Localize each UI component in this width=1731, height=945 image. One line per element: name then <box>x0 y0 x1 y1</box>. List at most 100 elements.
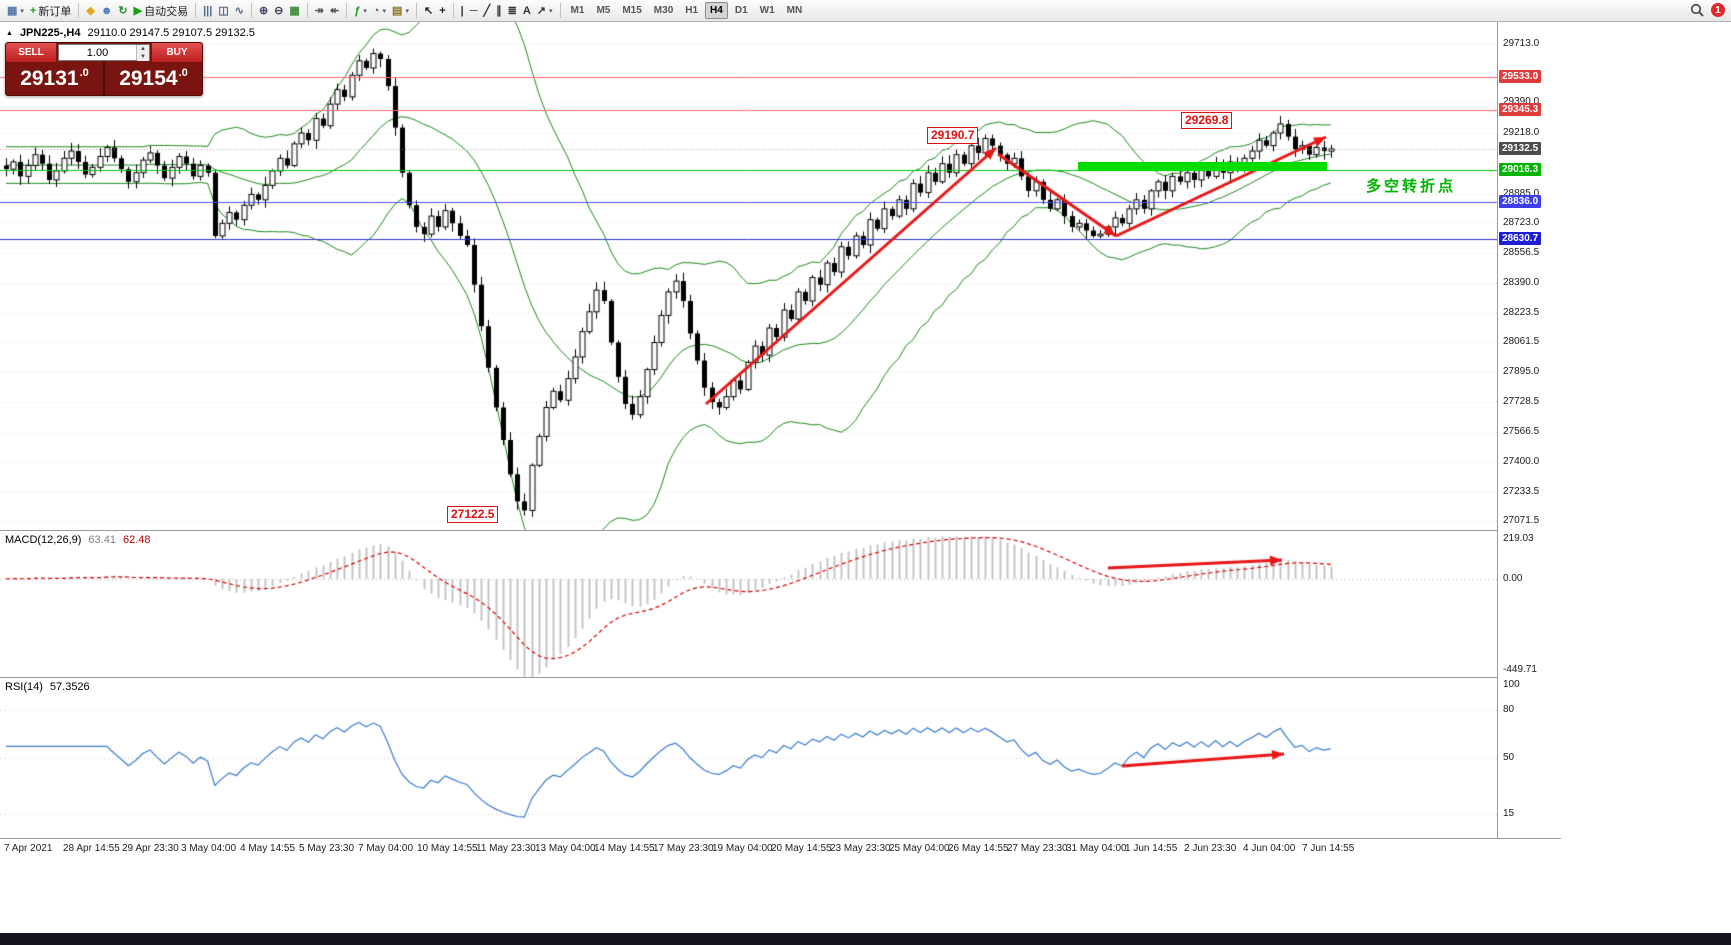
toolbar-separator <box>559 3 561 18</box>
new-chart-icon: ▦ <box>7 4 18 17</box>
buy-button[interactable]: BUY <box>152 43 202 62</box>
timeframe-m30-button[interactable]: M30 <box>653 5 674 16</box>
time-axis-label: 5 May 23:30 <box>299 843 355 854</box>
price-axis-tick: 27233.5 <box>1503 485 1540 497</box>
rsi-indicator-chart[interactable] <box>0 678 1497 838</box>
time-axis-label: 1 Jun 14:55 <box>1125 843 1178 854</box>
panel-separator[interactable] <box>0 530 1561 531</box>
toolbar-right: 1 <box>1690 3 1725 17</box>
price-level-label: 29132.5 <box>1499 141 1542 155</box>
bar-chart-icon: ||| <box>203 4 213 17</box>
horizontal-line-button[interactable]: ─ <box>467 2 481 20</box>
indicators-button[interactable]: ƒ ▾ <box>351 2 370 20</box>
time-axis-label: 7 May 04:00 <box>358 843 414 854</box>
crosshair-button[interactable]: + <box>436 2 448 20</box>
autotrading-button[interactable]: ▶ 自动交易 <box>131 2 191 20</box>
autotrading-icon: ▶ <box>133 4 143 17</box>
new-order-button-label: 新订单 <box>38 5 72 18</box>
indicators-icon: ƒ <box>354 4 361 17</box>
timeframe-m1-button[interactable]: M1 <box>570 5 585 16</box>
price-annotation-label[interactable]: 27122.5 <box>447 506 499 523</box>
chart-shift-button[interactable]: ↞ <box>327 2 342 20</box>
trend-note-label[interactable]: 多空转折点 <box>1366 178 1457 195</box>
horizontal-line-icon: ─ <box>469 4 478 17</box>
macd-header: MACD(12,26,9) 63.41 62.48 <box>5 534 151 546</box>
time-axis-label: 26 May 14:55 <box>948 843 1009 854</box>
support-zone-rectangle[interactable] <box>1078 162 1327 171</box>
price-level-label: 29016.3 <box>1499 162 1542 176</box>
cursor-icon: ↖ <box>423 4 434 17</box>
timeframe-w1-button[interactable]: W1 <box>759 5 775 16</box>
auto-scroll-button[interactable]: ↠ <box>312 2 327 20</box>
new-order-button[interactable]: + 新订单 <box>27 2 74 20</box>
price-annotation-label[interactable]: 29190.7 <box>927 127 979 144</box>
time-axis-label: 7 Jun 14:55 <box>1302 843 1355 854</box>
buy-price-decimal: .0 <box>178 66 188 79</box>
rsi-scale-label: 50 <box>1503 752 1515 763</box>
timeframe-m15-button[interactable]: M15 <box>622 5 642 16</box>
sell-price[interactable]: 29131 .0 <box>6 62 105 95</box>
zoom-in-button[interactable]: ⊕ <box>256 2 271 20</box>
periods-icon: ◔ <box>372 4 380 17</box>
timeframe-h4-button[interactable]: H4 <box>705 2 728 19</box>
periods-button[interactable]: ◔ ▾ <box>370 2 389 20</box>
new-order-icon: + <box>29 4 37 17</box>
notification-badge[interactable]: 1 <box>1711 3 1725 17</box>
arrows-button[interactable]: ↗ ▾ <box>534 2 556 20</box>
price-axis-tick: 29713.0 <box>1503 38 1540 49</box>
price-axis-tick: 27566.5 <box>1503 425 1540 437</box>
timeframe-mn-button[interactable]: MN <box>786 5 803 16</box>
trendline-button[interactable]: ╱ <box>481 2 494 20</box>
text-button[interactable]: A <box>520 2 534 20</box>
macd-indicator-chart[interactable] <box>0 531 1497 677</box>
channel-icon: ∥ <box>496 4 502 17</box>
price-axis-tick: 27071.5 <box>1503 515 1540 526</box>
price-level-label: 29345.3 <box>1499 103 1542 117</box>
price-level-label: 28630.7 <box>1499 232 1542 246</box>
refresh-button[interactable]: ↻ <box>115 2 130 20</box>
fibonacci-button[interactable]: ≣ <box>505 2 520 20</box>
search-icon[interactable] <box>1690 3 1704 17</box>
time-axis-label: 27 May 23:30 <box>1007 843 1068 854</box>
tile-windows-button[interactable]: ▦ <box>286 2 302 20</box>
time-axis-label: 11 May 23:30 <box>476 843 536 854</box>
timeframe-h1-button[interactable]: H1 <box>685 5 699 16</box>
price-annotation-label[interactable]: 29269.8 <box>1181 112 1233 129</box>
volume-field: ▲ ▼ <box>58 44 150 61</box>
panel-separator[interactable] <box>0 677 1561 678</box>
line-chart-button[interactable]: ∿ <box>232 2 247 20</box>
volume-input[interactable] <box>59 45 136 60</box>
new-chart-button[interactable]: ▦ ▾ <box>4 2 27 20</box>
indicators-button-dropdown-icon: ▾ <box>363 7 367 15</box>
time-axis-label: 20 May 14:55 <box>771 843 832 854</box>
main-price-chart[interactable] <box>0 22 1497 530</box>
timeframe-m5-button[interactable]: M5 <box>596 5 611 16</box>
price-axis[interactable]: 29713.0 29390.0 29218.0 28885.0 28723.0 28556… <box>1497 22 1561 838</box>
buy-price[interactable]: 29154 .0 <box>105 62 202 95</box>
one-click-toggle-icon[interactable]: ▲ <box>6 29 13 37</box>
main-toolbar: 1 ▦ ▾ + 新订单 ◆ ☻ ↻ ▶ 自动交易 ||| ◫ ∿ ⊕ ⊖ ▦ ↠ ↞ ƒ ▾ ◔ ▾ ▤ ▾ ↖ + | ─ ╱ ∥ ≣ A… <box>0 0 1731 22</box>
bar-chart-button[interactable]: ||| <box>200 2 215 20</box>
timeframe-d1-button[interactable]: D1 <box>734 5 748 16</box>
volume-up-button[interactable]: ▲ <box>137 45 149 53</box>
time-axis-label: 25 May 04:00 <box>889 843 950 854</box>
time-axis[interactable]: 7 Apr 2021 28 Apr 14:55 29 Apr 23:30 3 May … <box>0 839 1561 861</box>
metaquotes-button[interactable]: ◆ <box>83 2 97 20</box>
volume-down-button[interactable]: ▼ <box>137 53 149 61</box>
panel-separator <box>0 838 1561 839</box>
macd-main-value: 63.41 <box>88 534 116 546</box>
chart-symbol-period: JPN225-,H4 <box>19 27 81 39</box>
zoom-out-button[interactable]: ⊖ <box>271 2 286 20</box>
templates-button[interactable]: ▤ ▾ <box>389 2 412 20</box>
sell-button[interactable]: SELL <box>6 43 56 62</box>
fibonacci-icon: ≣ <box>507 4 517 17</box>
cursor-button[interactable]: ↖ <box>421 2 436 20</box>
community-button[interactable]: ☻ <box>98 2 116 20</box>
arrows-button-dropdown-icon: ▾ <box>549 7 553 15</box>
channel-button[interactable]: ∥ <box>493 2 505 20</box>
arrows-icon: ↗ <box>536 4 547 17</box>
candlestick-button[interactable]: ◫ <box>215 2 231 20</box>
vertical-line-button[interactable]: | <box>458 2 467 20</box>
time-axis-label: 28 Apr 14:55 <box>63 843 120 854</box>
